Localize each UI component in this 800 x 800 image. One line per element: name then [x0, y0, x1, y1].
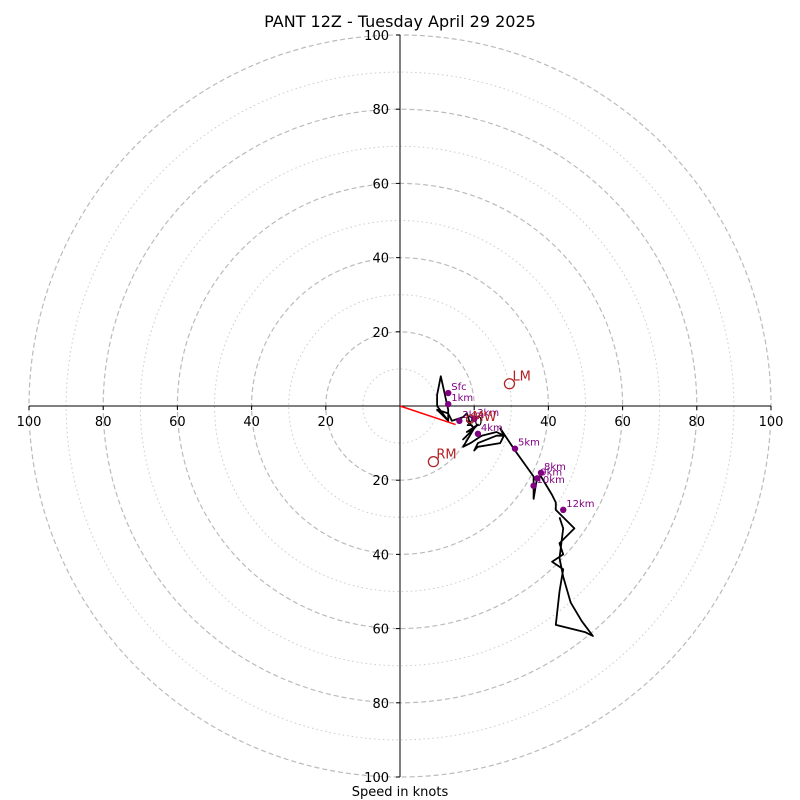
- x-tick-label: 60: [169, 415, 186, 430]
- height-marker-dot: [474, 430, 482, 438]
- y-tick-label: 100: [364, 771, 389, 786]
- y-tick-label: 80: [372, 697, 389, 712]
- height-marker-label: 8km: [544, 462, 566, 473]
- shear-vector: [399, 405, 456, 426]
- height-marker-label: 10km: [537, 475, 565, 486]
- y-tick-label: 20: [372, 474, 389, 489]
- x-tick-label: 80: [689, 415, 706, 430]
- x-tick-label: 80: [95, 415, 112, 430]
- y-tick-label: 60: [372, 623, 389, 638]
- height-marker-dot: [445, 400, 452, 408]
- height-marker-dot: [511, 445, 519, 452]
- y-tick-label: 100: [364, 29, 389, 44]
- height-marker-dot: [537, 469, 545, 476]
- y-tick-label: 40: [372, 252, 389, 267]
- height-marker-label: 9km: [540, 467, 562, 478]
- height-marker-label: 12km: [566, 499, 594, 510]
- height-marker-label: Sfc: [451, 382, 466, 393]
- wind-trace: [436, 375, 594, 637]
- x-tick-label: 20: [318, 415, 335, 430]
- height-marker-dot: [530, 482, 537, 489]
- height-marker-dot: [534, 475, 541, 482]
- storm-motion-markers: LM RM MW: [427, 370, 531, 468]
- x-tick-label: 40: [243, 415, 260, 430]
- x-tick-label: 100: [17, 415, 42, 430]
- shear-vector-line: [399, 405, 456, 426]
- height-marker-label: 4km: [481, 423, 503, 434]
- mean-wind-label: MW: [472, 410, 496, 425]
- height-marker-dot: [560, 506, 567, 514]
- tick-labels: 100 80 60 40 20 20 40 60 80 100 20 20 40 40 60 60 80 80 10…: [17, 29, 784, 786]
- height-marker-label: 3km: [477, 408, 499, 419]
- x-tick-label: 20: [466, 415, 483, 430]
- x-tick-label: 100: [759, 415, 784, 430]
- chart-title: PANT 12Z - Tuesday April 29 2025: [264, 12, 536, 31]
- y-tick-label: 80: [372, 103, 389, 118]
- height-marker-label: 5km: [518, 438, 540, 449]
- storm-motion-marker: [427, 455, 440, 468]
- height-marker-dot: [456, 417, 463, 425]
- x-tick-label: 60: [614, 415, 631, 430]
- y-tick-label: 60: [372, 177, 389, 192]
- mean-wind-marker: [465, 414, 476, 424]
- storm-motion-label: LM: [512, 370, 530, 385]
- x-tick-label: 40: [540, 415, 557, 430]
- hodograph-trace-line: [436, 375, 594, 637]
- x-axis-label: Speed in knots: [352, 785, 449, 800]
- y-tick-label: 20: [372, 326, 389, 341]
- height-marker-dot: [445, 389, 452, 397]
- height-marker-label: 2km: [462, 410, 484, 421]
- y-tick-label: 40: [372, 548, 389, 563]
- height-marker-label: 1km: [451, 393, 473, 404]
- storm-motion-marker: [503, 378, 516, 390]
- storm-motion-label: RM: [436, 448, 456, 463]
